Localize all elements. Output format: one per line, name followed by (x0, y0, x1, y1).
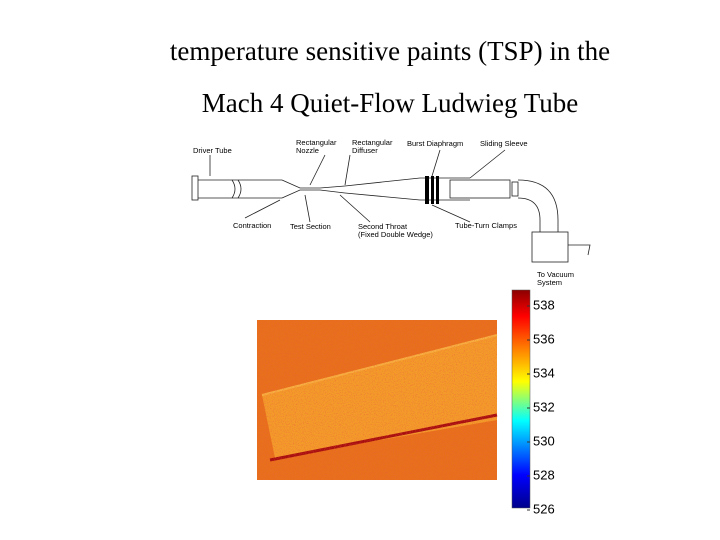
label: (Fixed Double Wedge) (358, 230, 433, 239)
label: Nozzle (296, 146, 319, 155)
label: To Vacuum (537, 270, 574, 279)
label: Sliding Sleeve (480, 139, 528, 148)
schematic-labels: Driver Tube Rectangular Nozzle Rectangul… (193, 138, 574, 287)
tunnel-schematic (191, 149, 591, 263)
colorbar (511, 289, 531, 509)
title-line: Mach 4 Quiet-Flow Ludwieg Tube (202, 88, 579, 118)
title-line: temperature sensitive paints (TSP) in th… (170, 36, 610, 66)
label: Second Throat (358, 222, 408, 231)
tick-label: 532 (533, 399, 555, 414)
label: System (537, 278, 562, 287)
label: Driver Tube (193, 146, 232, 155)
tick-label: 526 (533, 501, 555, 516)
tick-label: 536 (533, 331, 555, 346)
tick-label: 538 (533, 297, 555, 312)
label: Diffuser (352, 146, 378, 155)
colorbar-ticks: 538 536 534 532 530 528 526 (527, 297, 555, 516)
label: Tube-Turn Clamps (455, 221, 517, 230)
tick-label: 530 (533, 433, 555, 448)
label: Test Section (290, 222, 331, 231)
label: Rectangular (296, 138, 337, 147)
label: Rectangular (352, 138, 393, 147)
tick-label: 528 (533, 467, 555, 482)
label: Contraction (233, 221, 271, 230)
tsp-image (257, 320, 498, 480)
label: Burst Diaphragm (407, 139, 463, 148)
tick-label: 534 (533, 365, 555, 380)
